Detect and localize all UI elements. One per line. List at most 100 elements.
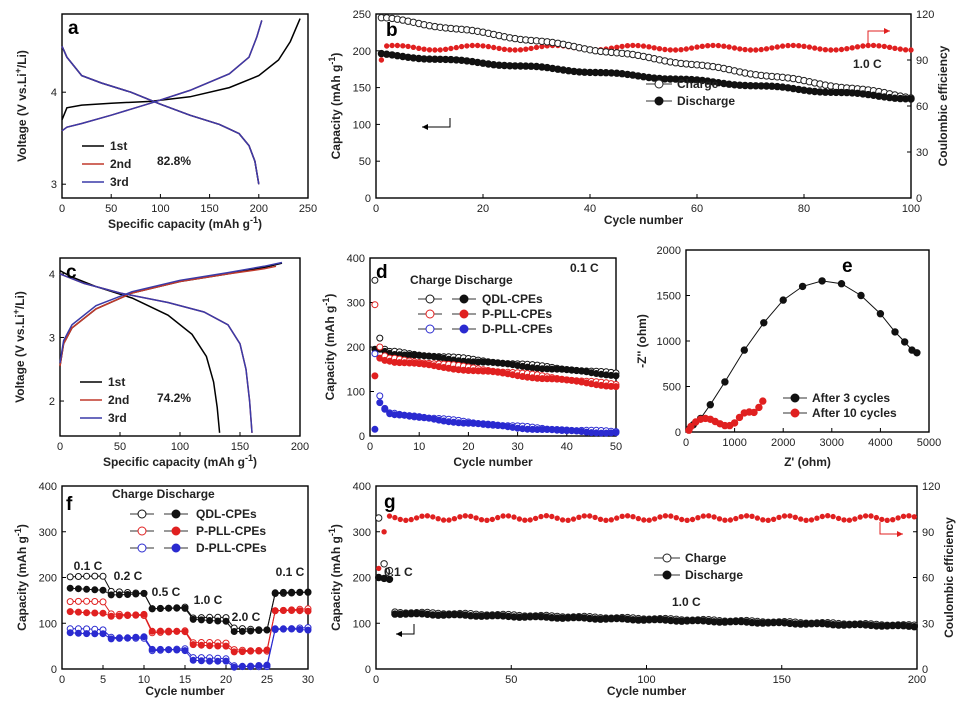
panel-c-legend-label: 3rd bbox=[108, 411, 127, 425]
panel-g-ce-point bbox=[408, 516, 414, 523]
panel-b-ce-point bbox=[844, 46, 850, 52]
panel-b-ce-point bbox=[731, 45, 738, 51]
panel-f-P-PLL-CPEs-discharge-point bbox=[206, 642, 214, 650]
panel-f-P-PLL-CPEs-discharge-point bbox=[124, 612, 132, 619]
panel-f-D-PLL-CPEs-discharge-point bbox=[140, 633, 148, 641]
panel-f-rate-label: 1.0 C bbox=[194, 593, 223, 607]
panel-g-ce-point bbox=[754, 515, 761, 521]
panel-g-ce-point bbox=[538, 513, 544, 520]
panel-g-discharge-point bbox=[910, 623, 918, 631]
panel-d-ylabel: Capacity (mAh g-1) bbox=[321, 294, 337, 401]
panel-g-ce-point bbox=[884, 517, 890, 523]
panel-g-ce-point bbox=[679, 516, 685, 523]
panel-b-ce-point bbox=[902, 47, 909, 53]
panel-b-ce-point bbox=[688, 45, 695, 51]
panel-d-legend-discharge-marker bbox=[459, 309, 469, 319]
panel-f-QDL-CPEs-discharge-point bbox=[263, 626, 271, 634]
panel-g-y2tick-label: 60 bbox=[922, 573, 934, 585]
panel-f-QDL-CPEs-discharge-point bbox=[230, 628, 238, 635]
panel-e-ytick-label: 1000 bbox=[657, 336, 681, 348]
panel-d-xtick-label: 20 bbox=[462, 441, 474, 453]
panel-g-ce-point bbox=[890, 517, 896, 523]
panel-b-ce-point bbox=[838, 46, 845, 53]
panel-f-legend-header: Charge Discharge bbox=[112, 487, 215, 501]
panel-e-point bbox=[779, 296, 787, 304]
panel-d-legend-charge-marker bbox=[425, 324, 435, 334]
panel-f-xtick-label: 30 bbox=[302, 674, 314, 686]
panel-b-ce-point bbox=[876, 43, 882, 49]
panel-f-xtick-label: 15 bbox=[179, 674, 191, 686]
panel-e-point bbox=[735, 413, 744, 422]
panel-f-QDL-CPEs-discharge-point bbox=[255, 627, 263, 634]
panel-e-xtick-label: 1000 bbox=[722, 437, 746, 449]
panel-d-legend-charge-marker bbox=[425, 294, 435, 304]
panel-g-ce-point bbox=[376, 565, 382, 572]
panel-g-ce-point bbox=[619, 513, 625, 519]
panel-f-D-PLL-CPEs-discharge-point bbox=[74, 629, 82, 637]
panel-g-left-arrowhead bbox=[396, 631, 402, 637]
panel-e-point bbox=[755, 403, 763, 412]
panel-a-ytick-label: 4 bbox=[51, 87, 57, 99]
panel-f-P-PLL-CPEs-charge-point bbox=[74, 597, 82, 605]
panel-c-ytick-label: 4 bbox=[49, 269, 55, 281]
panel-b-ce-point bbox=[405, 43, 411, 50]
panel-f-QDL-CPEs-discharge-point bbox=[206, 617, 214, 624]
panel-g-y2tick-label: 30 bbox=[922, 618, 934, 630]
panel-f-QDL-CPEs-discharge-point bbox=[124, 591, 132, 598]
panel-b-ce-point bbox=[699, 43, 705, 49]
panel-d-D-PLL-CPEs-discharge-point bbox=[381, 405, 389, 413]
panel-b-ce-point bbox=[908, 47, 914, 53]
panel-f-P-PLL-CPEs-charge-point bbox=[99, 598, 107, 606]
panel-g-ce-point bbox=[381, 529, 387, 535]
panel-g-ce-point bbox=[522, 517, 528, 523]
panel-g-xlabel: Cycle number bbox=[607, 684, 687, 698]
panel-e-point bbox=[721, 378, 729, 386]
panel-d-ytick-label: 200 bbox=[347, 342, 365, 354]
panel-g-y2label: Coulombic efficiency bbox=[942, 517, 956, 638]
panel-c-xtick-label: 100 bbox=[171, 441, 189, 453]
panel-f-QDL-CPEs-discharge-point bbox=[304, 588, 312, 596]
panel-g-ce-point bbox=[565, 517, 571, 523]
panel-c-curve-2nd-discharge bbox=[59, 273, 253, 433]
panel-e-point bbox=[759, 397, 767, 405]
panel-g-ce-point bbox=[835, 515, 842, 522]
panel-f-QDL-CPEs-charge-point bbox=[99, 572, 107, 580]
panel-g-ce-point bbox=[733, 515, 739, 522]
panel-f-legend-charge-marker bbox=[137, 509, 147, 519]
panel-g-ce-point bbox=[814, 515, 820, 521]
panel-b-legend-marker bbox=[654, 96, 664, 106]
panel-b-ce-point bbox=[737, 46, 743, 52]
panel-f-D-PLL-CPEs-discharge-point bbox=[247, 662, 255, 670]
panel-b-ce-point bbox=[769, 45, 775, 51]
panel-b-ce-point bbox=[678, 47, 684, 53]
panel-b-ce-point bbox=[651, 45, 657, 51]
panel-a-curve-3rd-charge bbox=[61, 20, 263, 132]
panel-b-ce-point bbox=[849, 45, 855, 51]
panel-c-curve-3rd-charge bbox=[59, 261, 283, 364]
panel-f-xtick-label: 0 bbox=[59, 674, 65, 686]
panel-f-P-PLL-CPEs-discharge-point bbox=[197, 641, 205, 649]
panel-g-ce-point bbox=[397, 516, 403, 523]
panel-f-xtick-label: 5 bbox=[100, 674, 106, 686]
panel-b-discharge-point bbox=[907, 95, 915, 103]
panel-b-ce-point bbox=[763, 46, 770, 52]
panel-b-ce-point bbox=[394, 42, 401, 49]
panel-g-ce-point bbox=[862, 513, 869, 519]
panel-b-ce-point bbox=[533, 44, 540, 51]
panel-f-QDL-CPEs-discharge-point bbox=[91, 586, 99, 594]
panel-c-ylabel: Voltage (V vs.Li+/Li) bbox=[11, 291, 27, 403]
panel-g-xtick-label: 50 bbox=[505, 674, 517, 686]
panel-b-left-arrow bbox=[422, 118, 451, 128]
panel-b-y2tick-label: 60 bbox=[916, 101, 928, 113]
panel-f-frame bbox=[61, 485, 309, 670]
panel-f-P-PLL-CPEs-charge-point bbox=[66, 598, 74, 606]
panel-e-point bbox=[730, 419, 739, 427]
panel-b-ytick-label: 200 bbox=[353, 46, 371, 58]
panel-f-P-PLL-CPEs-discharge-point bbox=[181, 628, 189, 636]
panel-a-xtick-label: 200 bbox=[250, 203, 268, 215]
panel-a-ytick-label: 3 bbox=[51, 179, 57, 191]
panel-g-ce-point bbox=[630, 514, 636, 520]
panel-g-ce-point bbox=[587, 513, 593, 519]
panel-g-ce-point bbox=[906, 513, 912, 519]
panel-f-D-PLL-CPEs-discharge-point bbox=[91, 630, 99, 638]
